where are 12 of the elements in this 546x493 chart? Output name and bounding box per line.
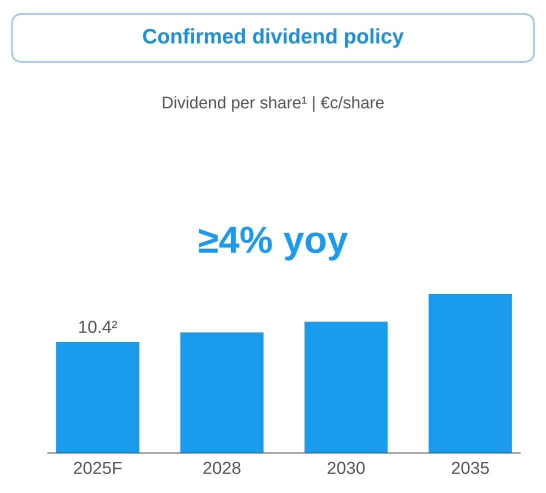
- data-label: 10.4²: [79, 320, 118, 334]
- bar: [304, 322, 388, 453]
- text: ≥4% yoy: [198, 226, 348, 260]
- x-tick-label: 2028: [203, 462, 240, 474]
- chart-subtitle: Dividend per share¹ | €c/share: [162, 96, 384, 112]
- x-tick-label: 2035: [452, 462, 489, 474]
- x-tick-label: 2025F: [74, 462, 122, 474]
- bar: [56, 342, 140, 453]
- x-tick-label: 2030: [328, 462, 365, 474]
- bar: [428, 294, 512, 453]
- bar: [180, 332, 264, 453]
- chart-title: Confirmed dividend policy: [143, 28, 404, 48]
